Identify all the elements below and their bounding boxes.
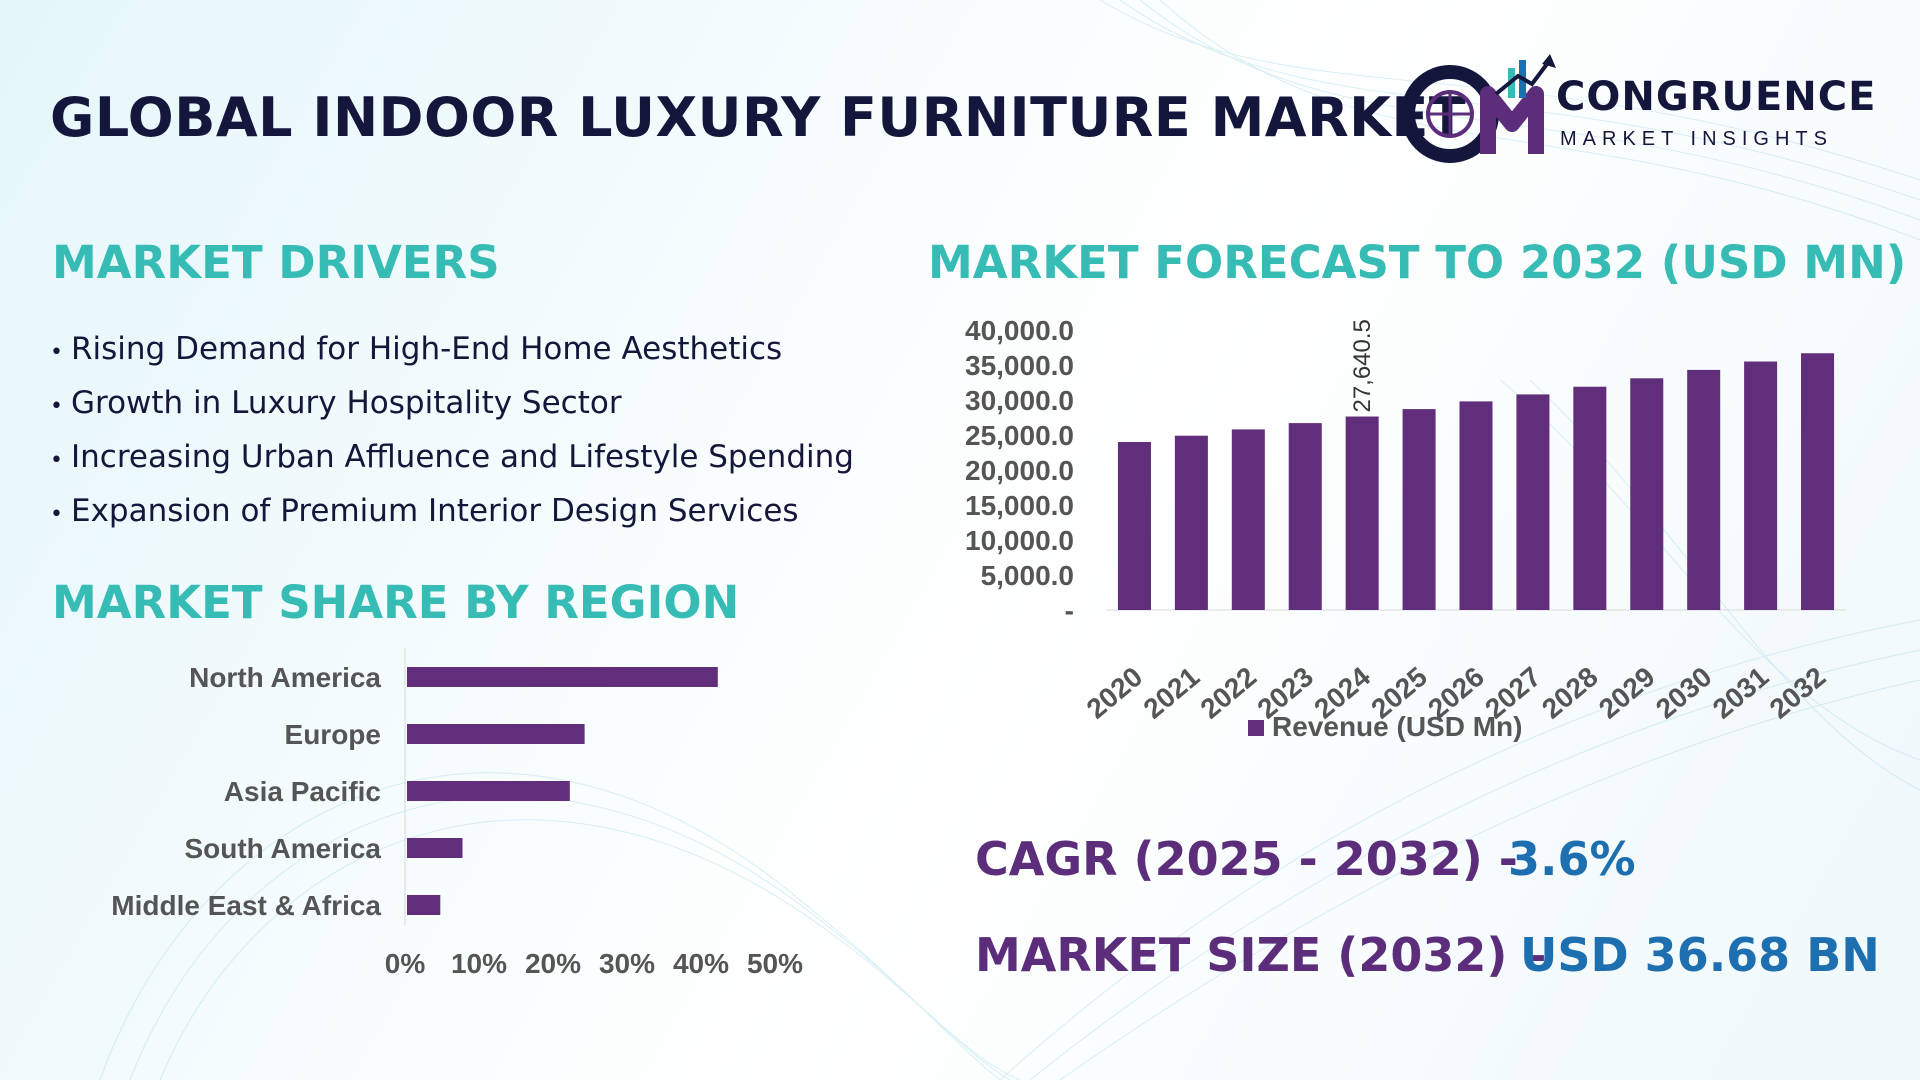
forecast-bar <box>1459 401 1493 610</box>
forecast-x-tick-label: 2028 <box>1536 661 1604 725</box>
region-category-label: North America <box>189 662 381 693</box>
forecast-data-label: 27,640.5 <box>1349 319 1376 412</box>
cagr-label: CAGR (2025 - 2032) - <box>975 832 1518 886</box>
bullet-icon: • <box>50 448 63 473</box>
logo-subtitle: MARKET INSIGHTS <box>1560 128 1833 150</box>
drivers-heading: MARKET DRIVERS <box>52 236 500 289</box>
forecast-bar <box>1516 394 1550 610</box>
forecast-x-tick-label: 2022 <box>1195 661 1263 725</box>
forecast-x-tick-label: 2032 <box>1764 661 1832 725</box>
forecast-bar <box>1345 416 1379 610</box>
region-category-label: Middle East & Africa <box>111 890 381 921</box>
region-x-tick-label: 0% <box>385 948 426 979</box>
forecast-bar <box>1630 378 1664 610</box>
forecast-heading: MARKET FORECAST TO 2032 (USD MN) <box>928 236 1907 289</box>
forecast-bar <box>1744 361 1778 610</box>
region-bar <box>407 667 718 687</box>
forecast-bar <box>1288 423 1322 610</box>
region-category-label: Asia Pacific <box>224 776 381 807</box>
market-size-value: USD 36.68 BN <box>1520 928 1880 982</box>
forecast-x-tick-label: 2029 <box>1593 661 1661 725</box>
forecast-x-tick-label: 2021 <box>1138 661 1206 725</box>
forecast-y-tick-label: - <box>1065 595 1074 626</box>
bullet-icon: • <box>50 502 63 527</box>
forecast-y-tick-label: 40,000.0 <box>965 315 1074 346</box>
forecast-bar <box>1687 369 1721 610</box>
forecast-y-tick-label: 20,000.0 <box>965 455 1074 486</box>
forecast-y-tick-label: 10,000.0 <box>965 525 1074 556</box>
cagr-value: 3.6% <box>1508 832 1636 886</box>
driver-item: • Growth in Luxury Hospitality Sector <box>50 385 622 421</box>
forecast-bar <box>1801 353 1835 610</box>
legend-label: Revenue (USD Mn) <box>1272 711 1522 742</box>
driver-item: • Rising Demand for High-End Home Aesthet… <box>50 331 783 367</box>
region-bar <box>407 781 570 801</box>
forecast-bar <box>1573 386 1607 610</box>
region-category-label: Europe <box>285 719 381 750</box>
forecast-x-tick-label: 2020 <box>1081 661 1149 725</box>
main-title: GLOBAL INDOOR LUXURY FURNITURE MARKET <box>50 86 1467 149</box>
region-heading: MARKET SHARE BY REGION <box>52 576 740 629</box>
forecast-bar <box>1231 429 1265 610</box>
region-x-tick-label: 30% <box>599 948 655 979</box>
forecast-y-tick-label: 5,000.0 <box>981 560 1074 591</box>
forecast-y-tick-label: 30,000.0 <box>965 385 1074 416</box>
region-bar <box>407 895 441 915</box>
forecast-chart: - 5,000.0 10,000.0 15,000.0 20,000.0 25,000.0… <box>965 315 1846 742</box>
forecast-y-tick-label: 25,000.0 <box>965 420 1074 451</box>
region-x-tick-label: 10% <box>451 948 507 979</box>
forecast-bar <box>1402 409 1436 610</box>
region-x-tick-label: 50% <box>747 948 803 979</box>
region-bar <box>407 724 585 744</box>
bullet-icon: • <box>50 394 63 419</box>
forecast-y-tick-label: 15,000.0 <box>965 490 1074 521</box>
legend-swatch <box>1248 720 1264 736</box>
drivers-list: • Rising Demand for High-End Home Aesthet… <box>50 322 854 538</box>
logo-wordmark: CONGRUENCE <box>1556 74 1877 120</box>
market-size-label: MARKET SIZE (2032) – <box>975 928 1547 982</box>
bullet-icon: • <box>50 340 63 365</box>
region-x-tick-label: 20% <box>525 948 581 979</box>
forecast-y-tick-label: 35,000.0 <box>965 350 1074 381</box>
forecast-x-tick-label: 2030 <box>1650 661 1718 725</box>
region-bar <box>407 838 463 858</box>
region-category-label: South America <box>184 833 381 864</box>
forecast-bar <box>1174 435 1208 610</box>
forecast-x-tick-label: 2031 <box>1707 661 1775 725</box>
region-share-chart: North America Europe Asia Pacific South Ame… <box>111 648 803 979</box>
forecast-bar <box>1117 442 1151 610</box>
driver-item: • Increasing Urban Affluence and Lifestyl… <box>50 439 854 475</box>
congruence-logo <box>1401 54 1556 163</box>
region-x-tick-label: 40% <box>673 948 729 979</box>
driver-item: • Expansion of Premium Interior Design Se… <box>50 493 799 529</box>
